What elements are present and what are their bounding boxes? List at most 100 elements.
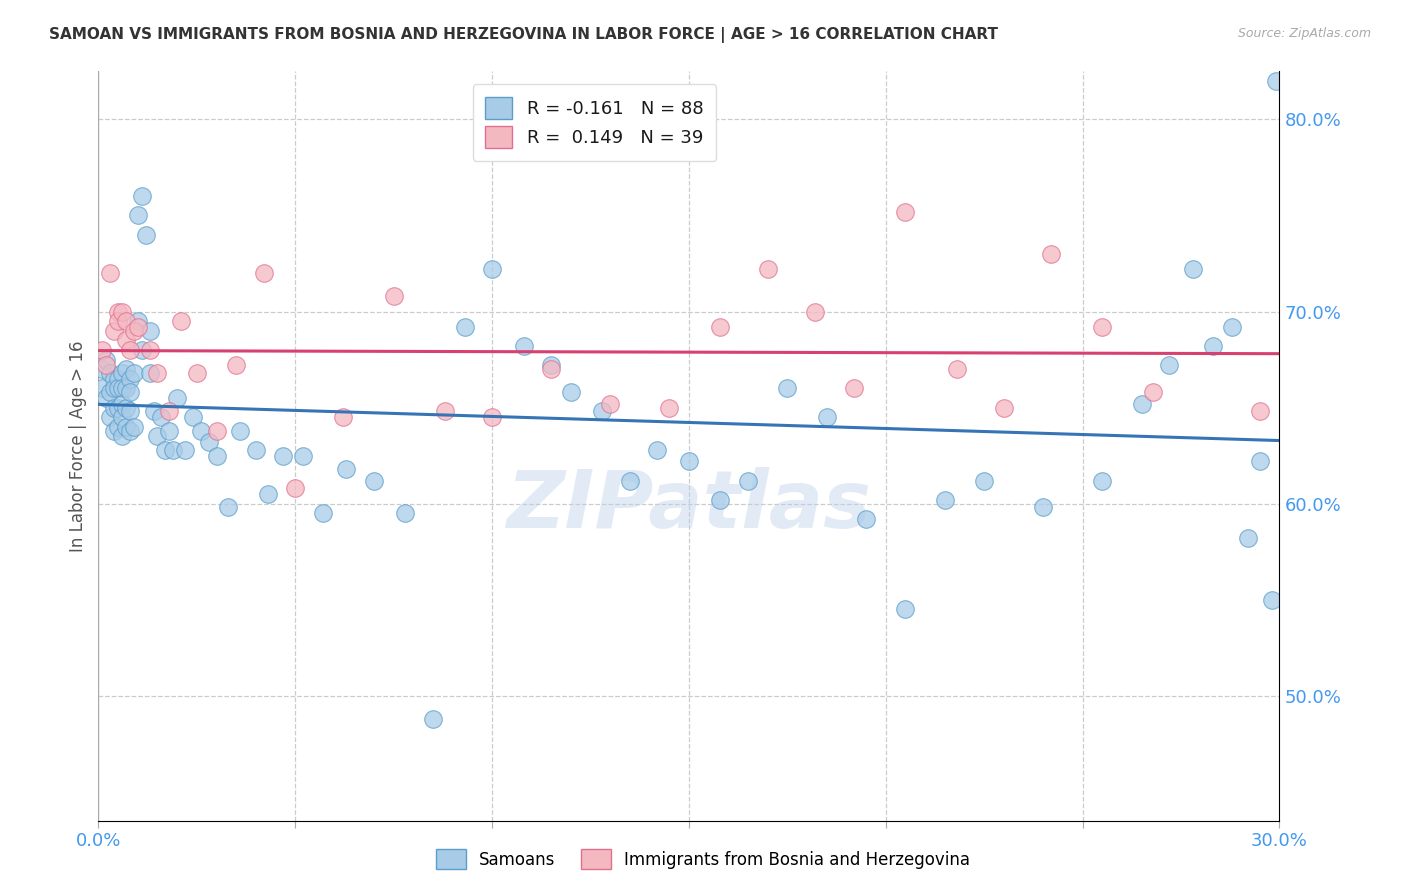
Point: [111, 381, 134, 395]
Point: [1264, 74, 1286, 88]
Point: [107, 314, 129, 328]
Point: [155, 442, 177, 457]
Point: [118, 385, 141, 400]
Point: [91, 343, 114, 357]
Point: [335, 462, 357, 476]
Point: [709, 492, 731, 507]
Point: [157, 404, 180, 418]
Point: [1201, 339, 1223, 353]
Point: [1040, 247, 1063, 261]
Point: [96, 359, 118, 373]
Point: [118, 343, 141, 357]
Text: Source: ZipAtlas.com: Source: ZipAtlas.com: [1237, 27, 1371, 40]
Point: [756, 262, 779, 277]
Point: [166, 391, 188, 405]
Point: [127, 209, 149, 223]
Point: [103, 324, 125, 338]
Point: [225, 359, 247, 373]
Point: [115, 401, 138, 415]
Point: [103, 424, 125, 438]
Point: [127, 319, 149, 334]
Point: [98, 266, 121, 280]
Point: [122, 366, 145, 380]
Point: [256, 487, 278, 501]
Point: [540, 359, 562, 373]
Point: [709, 319, 731, 334]
Point: [945, 362, 967, 376]
Point: [190, 424, 212, 438]
Point: [1032, 500, 1054, 515]
Point: [138, 343, 160, 357]
Point: [312, 506, 335, 520]
Point: [135, 227, 157, 242]
Point: [111, 304, 134, 318]
Point: [205, 424, 228, 438]
Point: [103, 381, 125, 395]
Point: [973, 474, 995, 488]
Point: [205, 449, 228, 463]
Point: [481, 410, 503, 425]
Point: [591, 404, 613, 418]
Point: [174, 442, 197, 457]
Point: [934, 492, 956, 507]
Point: [170, 314, 193, 328]
Point: [363, 474, 385, 488]
Point: [96, 352, 118, 367]
Text: SAMOAN VS IMMIGRANTS FROM BOSNIA AND HERZEGOVINA IN LABOR FORCE | AGE > 16 CORRE: SAMOAN VS IMMIGRANTS FROM BOSNIA AND HER…: [49, 27, 998, 43]
Point: [138, 366, 160, 380]
Point: [1260, 592, 1282, 607]
Point: [481, 262, 503, 277]
Point: [737, 474, 759, 488]
Point: [229, 424, 252, 438]
Point: [91, 362, 114, 376]
Legend: R = -0.161   N = 88, R =  0.149   N = 39: R = -0.161 N = 88, R = 0.149 N = 39: [472, 84, 716, 161]
Point: [394, 506, 416, 520]
Point: [111, 429, 134, 443]
Point: [122, 419, 145, 434]
Point: [157, 424, 180, 438]
Point: [98, 410, 121, 425]
Point: [433, 404, 456, 418]
Point: [122, 324, 145, 338]
Point: [332, 410, 354, 425]
Point: [273, 449, 295, 463]
Point: [844, 381, 866, 395]
Point: [1181, 262, 1204, 277]
Point: [111, 410, 134, 425]
Point: [131, 343, 153, 357]
Point: [115, 419, 138, 434]
Y-axis label: In Labor Force | Age > 16: In Labor Force | Age > 16: [69, 340, 87, 552]
Point: [162, 442, 184, 457]
Point: [107, 372, 129, 386]
Point: [599, 397, 621, 411]
Point: [1249, 454, 1271, 468]
Point: [422, 712, 444, 726]
Point: [619, 474, 641, 488]
Point: [284, 481, 307, 495]
Point: [115, 334, 138, 348]
Point: [894, 204, 917, 219]
Point: [186, 366, 208, 380]
Point: [111, 397, 134, 411]
Point: [1130, 397, 1153, 411]
Point: [382, 289, 405, 303]
Point: [138, 324, 160, 338]
Point: [91, 381, 114, 395]
Point: [1220, 319, 1243, 334]
Point: [678, 454, 700, 468]
Point: [146, 429, 169, 443]
Point: [103, 401, 125, 415]
Point: [815, 410, 838, 425]
Point: [1091, 319, 1114, 334]
Point: [103, 372, 125, 386]
Point: [540, 362, 562, 376]
Text: ZIPatlas: ZIPatlas: [506, 467, 872, 545]
Point: [107, 401, 129, 415]
Point: [776, 381, 799, 395]
Point: [107, 419, 129, 434]
Point: [118, 372, 141, 386]
Point: [245, 442, 267, 457]
Point: [1249, 404, 1271, 418]
Point: [217, 500, 239, 515]
Point: [894, 602, 917, 616]
